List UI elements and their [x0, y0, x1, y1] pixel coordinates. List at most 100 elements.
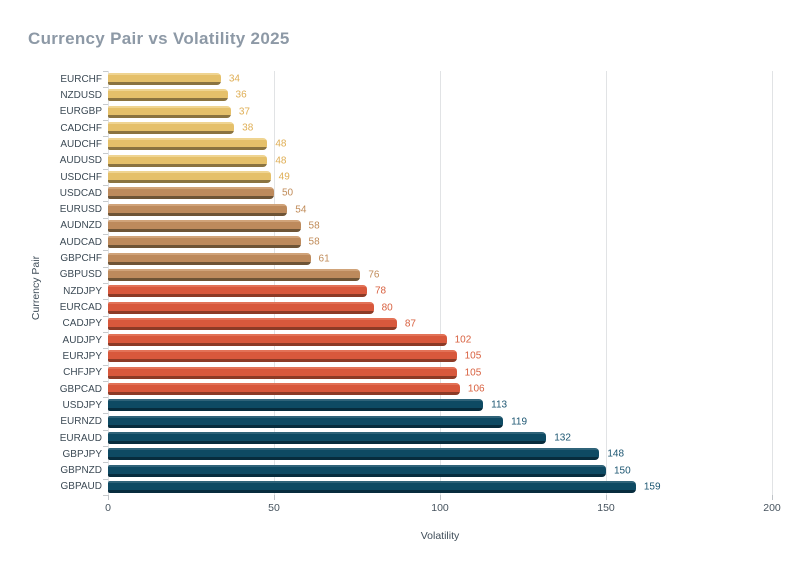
y-tick-label: GBPAUD	[60, 481, 103, 493]
x-tick-label: 0	[105, 502, 111, 514]
bar-audnzd: 58	[108, 219, 320, 232]
y-axis-tick	[103, 364, 108, 366]
bar-value-label: 119	[511, 416, 528, 428]
bar-eurjpy: 105	[108, 350, 481, 363]
bar-row: 159	[108, 479, 772, 495]
y-axis-tick	[103, 136, 108, 138]
bar-value-label: 78	[374, 285, 387, 297]
bar-chfjpy: 105	[108, 366, 481, 379]
bar-row: 105	[108, 365, 772, 381]
bar-row: 80	[108, 299, 772, 315]
y-axis-tick	[103, 299, 108, 301]
chart-title: Currency Pair vs Volatility 2025	[28, 29, 290, 48]
x-tick-label: 200	[763, 502, 781, 514]
y-axis-tick	[103, 152, 108, 154]
gridline	[274, 71, 275, 495]
y-tick-label: USDCAD	[59, 187, 102, 199]
bar-row: 132	[108, 430, 772, 446]
bar-row: 49	[108, 169, 772, 185]
bar-value-label: 48	[275, 155, 287, 167]
y-tick-label: AUDCAD	[59, 236, 102, 248]
bar-value-label: 148	[607, 448, 625, 460]
bar-value-label: 80	[381, 302, 393, 314]
y-tick-label: CADCHF	[60, 122, 102, 134]
bar-row: 58	[108, 218, 772, 234]
y-axis-tick	[103, 119, 108, 121]
bar-row: 106	[108, 381, 772, 397]
y-axis-tick	[103, 201, 108, 203]
bar-row: 48	[108, 153, 772, 169]
bar-nzdjpy: 78	[108, 285, 386, 298]
bar-row: 54	[108, 202, 772, 218]
bar-row: 48	[108, 136, 772, 152]
bar-gbpchf: 61	[108, 252, 330, 265]
bar-audcad: 58	[108, 236, 320, 249]
x-axis-labels: 0 50 100 150 200	[105, 502, 781, 516]
y-tick-label: AUDCHF	[60, 138, 102, 150]
bar-value-label: 58	[308, 220, 320, 232]
y-tick-label: USDCHF	[60, 171, 102, 183]
bars-layer: 34 36 37 38 48 48 49 50 54 58 58 61 76 78 80 87 102 105 10…	[108, 71, 772, 495]
bar-audchf: 48	[108, 138, 286, 151]
x-axis-tick	[606, 495, 607, 500]
x-axis-title: Volatility	[420, 530, 460, 542]
plot-area: 34 36 37 38 48 48 49 50 54 58 58 61 76 78 80 87 102 105 10…	[103, 71, 773, 500]
y-tick-label: CADJPY	[62, 318, 102, 330]
y-axis-tick	[103, 87, 108, 89]
y-tick-label: AUDUSD	[59, 155, 102, 167]
bar-value-label: 106	[467, 383, 485, 395]
bar-value-label: 102	[454, 334, 472, 346]
x-axis-tick	[440, 495, 441, 500]
y-axis-tick	[103, 397, 108, 399]
y-tick-label: NZDUSD	[60, 89, 102, 101]
bar-value-label: 37	[238, 106, 250, 118]
y-axis-tick	[103, 168, 108, 170]
bar-eurchf: 34	[108, 73, 240, 86]
bar-gbpjpy: 148	[108, 448, 624, 461]
bar-row: 87	[108, 316, 772, 332]
bar-value-label: 54	[295, 204, 307, 216]
bar-value-label: 50	[282, 187, 294, 199]
y-tick-label: EURGBP	[59, 106, 102, 118]
bar-gbpusd: 76	[108, 268, 379, 281]
bar-value-label: 49	[278, 171, 290, 183]
bar-row: 36	[108, 87, 772, 103]
y-tick-label: GBPUSD	[59, 269, 102, 281]
y-axis-tick	[103, 283, 108, 284]
y-tick-label: EURNZD	[60, 416, 102, 428]
bar-value-label: 113	[491, 399, 508, 411]
y-axis-tick	[103, 413, 108, 415]
x-tick-label: 100	[431, 502, 449, 514]
bar-euraud: 132	[108, 432, 571, 445]
y-axis-tick	[103, 478, 108, 480]
gridline	[772, 71, 773, 495]
bar-row: 148	[108, 446, 772, 462]
gridline	[440, 71, 441, 495]
bar-value-label: 36	[235, 89, 247, 101]
bar-usdchf: 49	[108, 171, 290, 184]
bar-row: 76	[108, 267, 772, 283]
y-tick-label: EURUSD	[59, 204, 102, 216]
bar-row: 34	[108, 71, 772, 87]
bar-eurusd: 54	[108, 203, 306, 216]
bar-nzdusd: 36	[108, 89, 247, 102]
y-axis-tick	[103, 462, 108, 464]
y-tick-label: EURAUD	[59, 432, 102, 444]
x-tick-label: 150	[597, 502, 615, 514]
y-axis-tick	[103, 250, 108, 252]
bar-cadjpy: 87	[108, 317, 416, 330]
bar-eurgbp: 37	[108, 105, 250, 118]
bar-usdjpy: 113	[108, 399, 507, 412]
y-tick-label: EURJPY	[62, 350, 102, 362]
y-tick-label: USDJPY	[62, 399, 102, 411]
y-axis-tick	[103, 495, 108, 496]
bar-row: 38	[108, 120, 772, 136]
y-tick-label: CHFJPY	[63, 367, 102, 379]
y-tick-label: GBPCAD	[59, 383, 102, 395]
y-axis-tick	[103, 185, 108, 187]
bar-value-label: 105	[464, 367, 482, 379]
bar-row: 61	[108, 250, 772, 266]
y-tick-label: EURCAD	[59, 302, 102, 314]
bar-value-label: 38	[242, 122, 254, 134]
